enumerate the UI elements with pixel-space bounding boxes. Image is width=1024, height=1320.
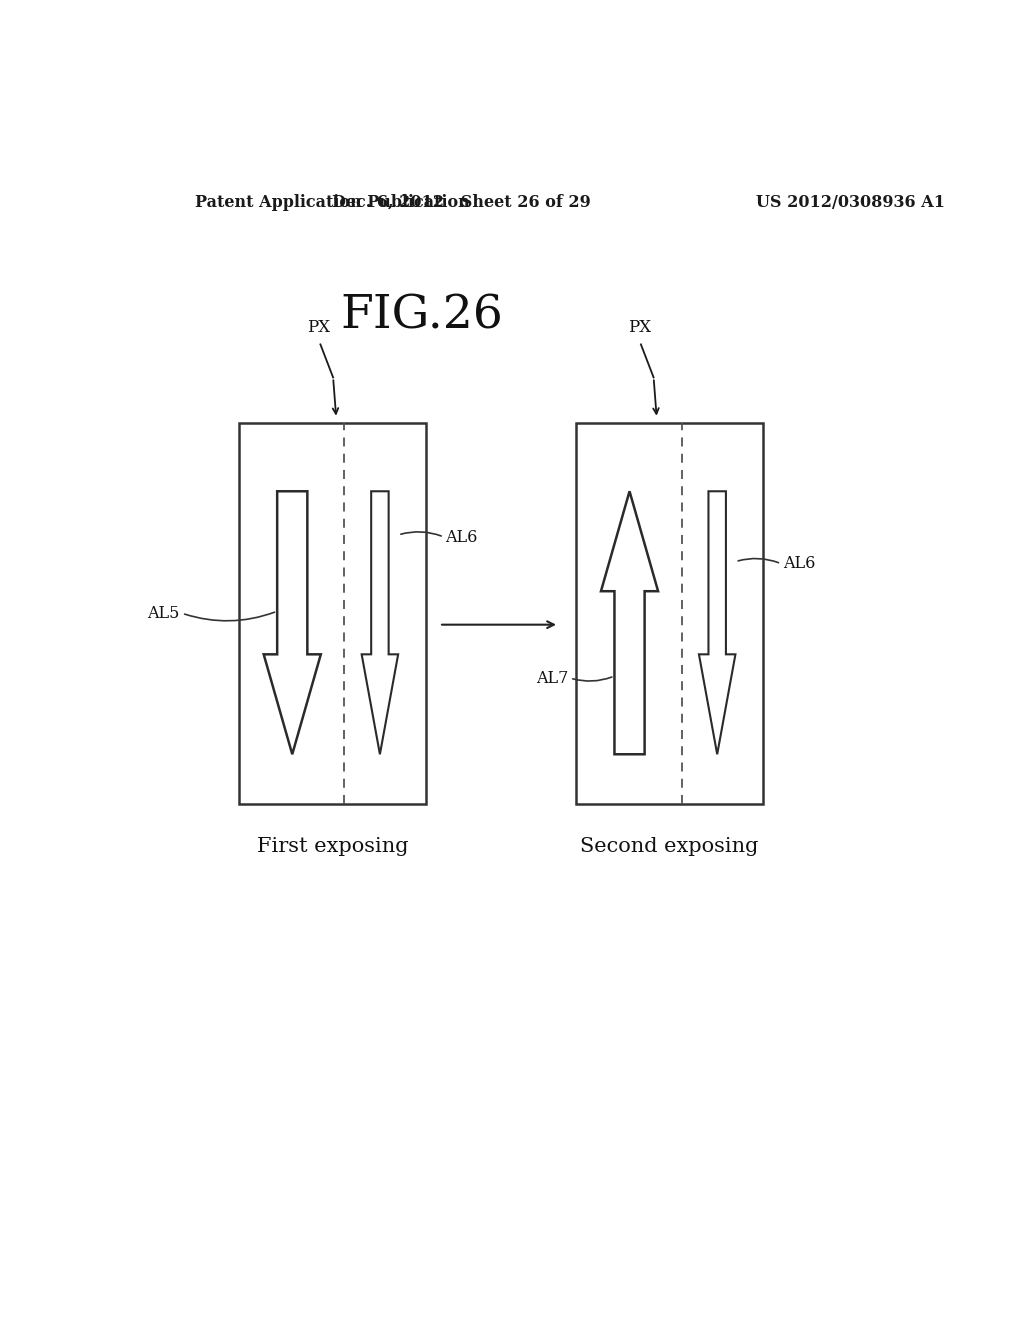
Text: FIG.26: FIG.26 <box>340 293 503 338</box>
Text: Dec. 6, 2012   Sheet 26 of 29: Dec. 6, 2012 Sheet 26 of 29 <box>332 194 591 211</box>
Bar <box>577 422 763 804</box>
Bar <box>240 422 426 804</box>
Text: AL5: AL5 <box>147 605 179 622</box>
Text: AL7: AL7 <box>537 669 568 686</box>
Polygon shape <box>699 491 735 754</box>
Polygon shape <box>601 491 658 754</box>
Polygon shape <box>264 491 321 754</box>
Text: Patent Application Publication: Patent Application Publication <box>196 194 470 211</box>
Polygon shape <box>361 491 398 754</box>
Text: PX: PX <box>628 318 651 335</box>
Text: Second exposing: Second exposing <box>581 837 759 855</box>
Text: AL6: AL6 <box>445 528 478 545</box>
Text: US 2012/0308936 A1: US 2012/0308936 A1 <box>756 194 945 211</box>
Text: First exposing: First exposing <box>257 837 409 855</box>
Text: PX: PX <box>307 318 331 335</box>
Text: AL6: AL6 <box>782 556 815 572</box>
